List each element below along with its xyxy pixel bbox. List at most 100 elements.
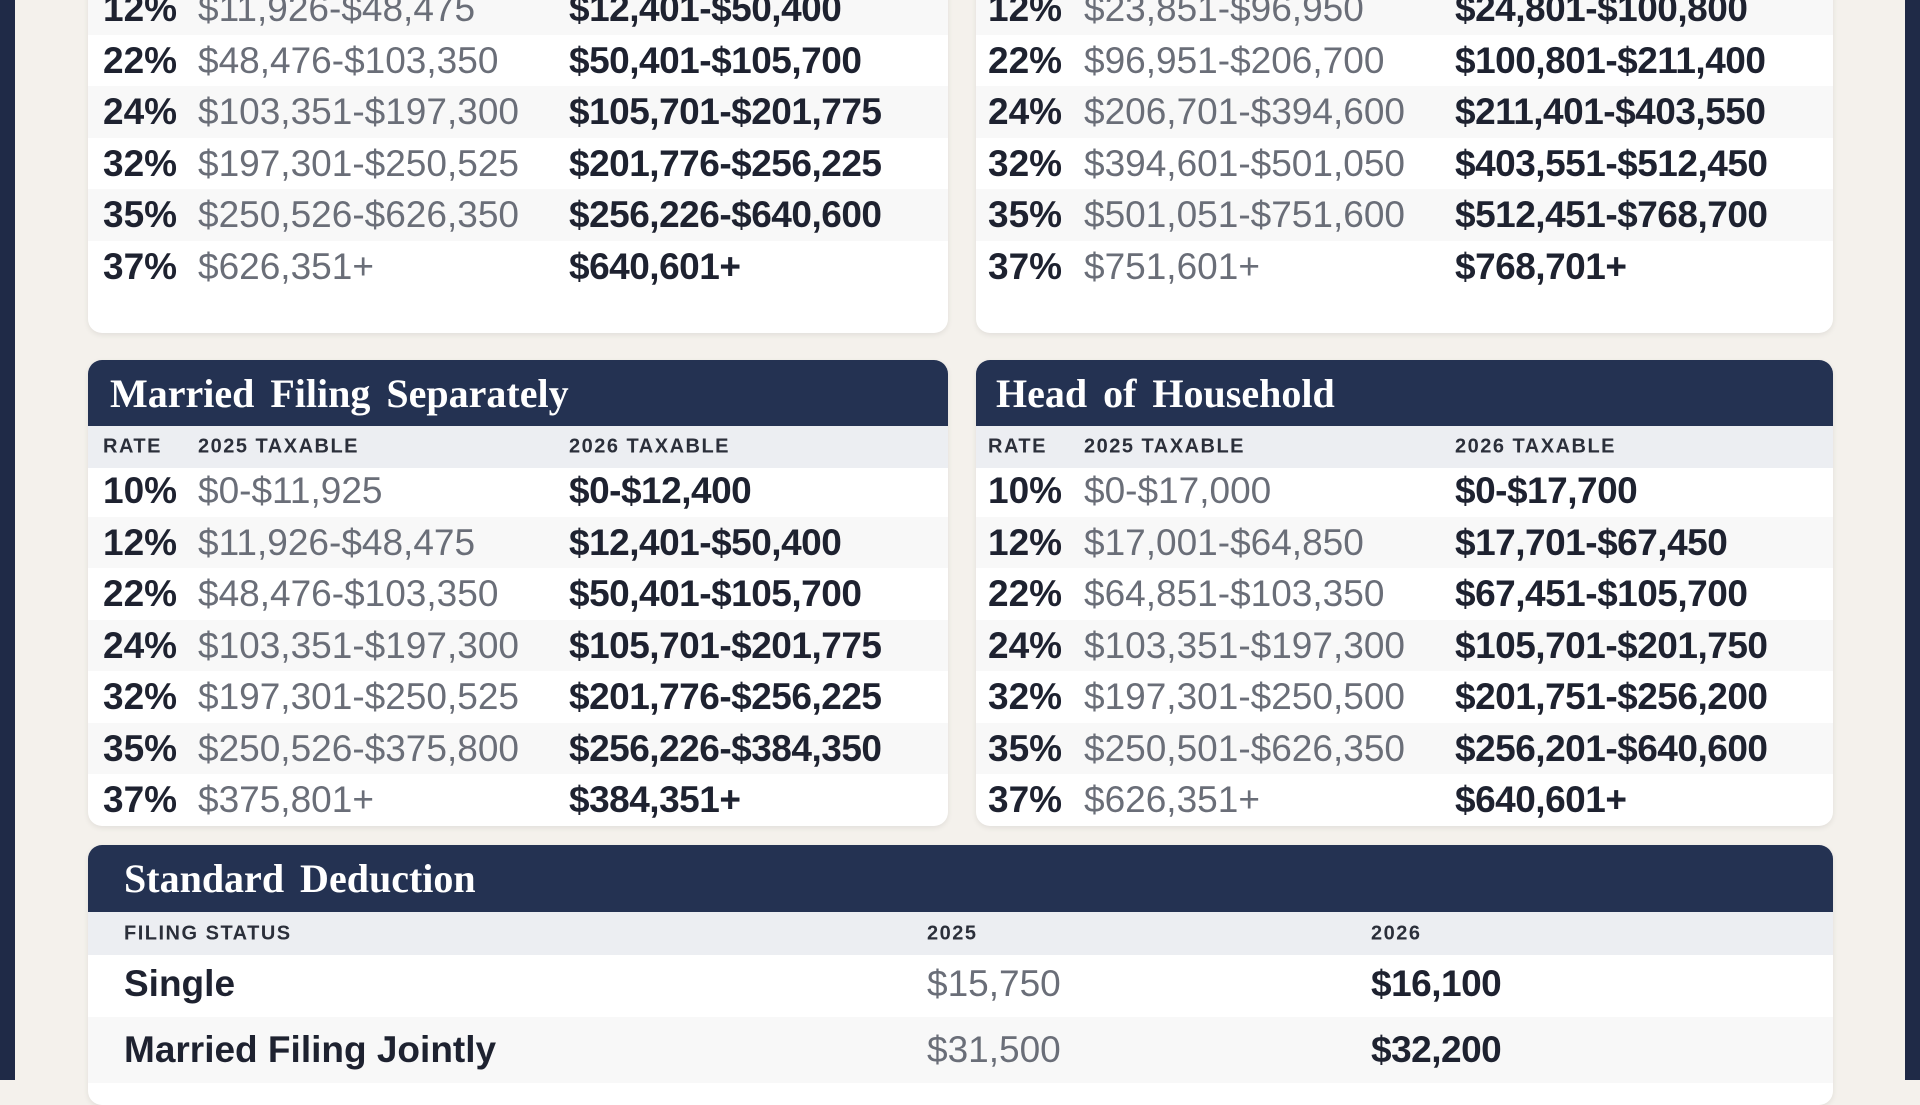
table-card: Married Filing Separately RATE 2025 TAXABL… bbox=[88, 360, 948, 826]
row-label: 37% bbox=[103, 245, 178, 287]
cell-value: $50,401-$105,700 bbox=[569, 39, 862, 81]
table-card: Standard Deduction FILING STATUS 2025 2026 S… bbox=[88, 845, 1833, 1105]
table-title-bar: Standard Deduction bbox=[88, 845, 1833, 912]
cell-value: $16,100 bbox=[1371, 963, 1502, 1004]
cell-value: $103,351-$197,300 bbox=[1084, 624, 1405, 666]
cell-value: $12,401-$50,400 bbox=[569, 0, 842, 29]
row-label: 24% bbox=[103, 624, 178, 666]
cell-value: $768,701+ bbox=[1455, 245, 1627, 287]
table-title-bar: Head of Household bbox=[976, 360, 1833, 426]
cell-value: $11,926-$48,475 bbox=[198, 0, 476, 29]
row-stripe bbox=[976, 189, 1833, 241]
cell-value: $105,701-$201,775 bbox=[569, 91, 882, 132]
cell-value: $103,351-$197,300 bbox=[198, 91, 519, 132]
row-label: 35% bbox=[103, 194, 178, 235]
row-stripe bbox=[88, 189, 948, 241]
column-header-row: RATE 2025 TAXABLE 2026 TAXABLE bbox=[976, 426, 1833, 468]
cell-value: $0-$11,925 bbox=[198, 470, 383, 511]
cell-value: $626,351+ bbox=[1084, 779, 1260, 820]
row-label: 24% bbox=[103, 91, 178, 132]
row-stripe bbox=[976, 86, 1833, 138]
column-header-row: RATE 2025 TAXABLE 2026 TAXABLE bbox=[88, 426, 948, 468]
cell-value: $250,501-$626,350 bbox=[1084, 727, 1405, 769]
cell-value: $32,200 bbox=[1371, 1029, 1502, 1070]
cell-value: $0-$17,000 bbox=[1084, 470, 1272, 511]
row-stripe bbox=[88, 619, 948, 672]
cell-value: $640,601+ bbox=[569, 245, 741, 287]
cell-value: $201,751-$256,200 bbox=[1455, 676, 1768, 717]
cell-value: $250,526-$375,800 bbox=[198, 727, 519, 769]
cell-value: $48,476-$103,350 bbox=[198, 573, 499, 614]
row-stripe bbox=[88, 1017, 1833, 1083]
column-header: 2025 TAXABLE bbox=[1084, 435, 1246, 458]
row-label: 24% bbox=[988, 624, 1063, 666]
row-label: 32% bbox=[988, 676, 1063, 717]
row-stripe bbox=[976, 516, 1833, 569]
cell-value: $256,226-$384,350 bbox=[569, 727, 882, 769]
column-header: RATE bbox=[103, 435, 162, 458]
cell-value: $751,601+ bbox=[1084, 245, 1260, 287]
row-label: 22% bbox=[988, 39, 1063, 81]
cell-value: $105,701-$201,775 bbox=[569, 624, 882, 666]
row-label: 22% bbox=[103, 573, 178, 614]
cell-value: $394,601-$501,050 bbox=[1084, 142, 1405, 184]
row-label: 24% bbox=[988, 91, 1063, 132]
row-label: 35% bbox=[103, 727, 178, 769]
row-stripe bbox=[976, 722, 1833, 775]
cell-value: $197,301-$250,525 bbox=[198, 142, 519, 184]
table-title: Standard Deduction bbox=[124, 856, 476, 901]
cell-value: $375,801+ bbox=[198, 779, 374, 820]
row-label: 10% bbox=[988, 470, 1063, 511]
table-card: Head of Household RATE 2025 TAXABLE 2026 TA… bbox=[976, 360, 1833, 826]
cell-value: $0-$12,400 bbox=[569, 470, 752, 511]
column-header: 2026 TAXABLE bbox=[1455, 435, 1617, 458]
row-label: Single bbox=[124, 963, 236, 1004]
frame-edge bbox=[1905, 0, 1920, 1080]
row-label: 12% bbox=[103, 0, 178, 29]
cell-value: $626,351+ bbox=[198, 245, 374, 287]
table-card: 10%$0-$11,925$0-$12,40012%$11,926-$48,47… bbox=[88, 0, 948, 333]
row-label: 32% bbox=[103, 676, 178, 717]
row-stripe bbox=[976, 619, 1833, 672]
row-label: 22% bbox=[103, 39, 178, 81]
row-label: 35% bbox=[988, 194, 1063, 235]
cell-value: $250,526-$626,350 bbox=[198, 194, 519, 235]
column-header: RATE bbox=[988, 435, 1047, 458]
cell-value: $15,750 bbox=[927, 963, 1061, 1004]
column-header: 2025 bbox=[927, 922, 978, 944]
cell-value: $256,201-$640,600 bbox=[1455, 727, 1768, 769]
table-title: Head of Household bbox=[996, 370, 1335, 416]
column-header-row: FILING STATUS 2025 2026 bbox=[88, 912, 1833, 955]
row-label: 12% bbox=[103, 521, 178, 563]
table-title: Married Filing Separately bbox=[110, 370, 569, 416]
row-label: 10% bbox=[103, 470, 178, 511]
cell-value: $17,701-$67,450 bbox=[1455, 521, 1728, 563]
cell-value: $103,351-$197,300 bbox=[198, 624, 519, 666]
cell-value: $197,301-$250,500 bbox=[1084, 676, 1405, 717]
cell-value: $105,701-$201,750 bbox=[1455, 624, 1768, 666]
cell-value: $403,551-$512,450 bbox=[1455, 142, 1768, 184]
table-title-bar: Married Filing Separately bbox=[88, 360, 948, 426]
column-header: 2026 bbox=[1371, 922, 1422, 944]
row-stripe bbox=[88, 722, 948, 775]
row-label: 37% bbox=[988, 245, 1063, 287]
cell-value: $211,401-$403,550 bbox=[1455, 91, 1766, 132]
cell-value: $206,701-$394,600 bbox=[1084, 91, 1405, 132]
cell-value: $17,001-$64,850 bbox=[1084, 521, 1364, 563]
row-label: 37% bbox=[103, 779, 178, 820]
row-label: 35% bbox=[988, 727, 1063, 769]
row-stripe bbox=[88, 516, 948, 569]
cell-value: $48,476-$103,350 bbox=[198, 39, 499, 81]
row-label: Married Filing Jointly bbox=[124, 1029, 497, 1070]
cell-value: $12,401-$50,400 bbox=[569, 521, 842, 563]
cell-value: $100,801-$211,400 bbox=[1455, 39, 1766, 81]
row-stripe bbox=[88, 86, 948, 138]
cell-value: $23,851-$96,950 bbox=[1084, 0, 1364, 29]
row-label: 12% bbox=[988, 521, 1063, 563]
row-stripe bbox=[88, 0, 948, 35]
cell-value: $201,776-$256,225 bbox=[569, 142, 882, 184]
cell-value: $501,051-$751,600 bbox=[1084, 194, 1405, 235]
row-label: 22% bbox=[988, 573, 1063, 614]
cell-value: $0-$17,700 bbox=[1455, 470, 1638, 511]
